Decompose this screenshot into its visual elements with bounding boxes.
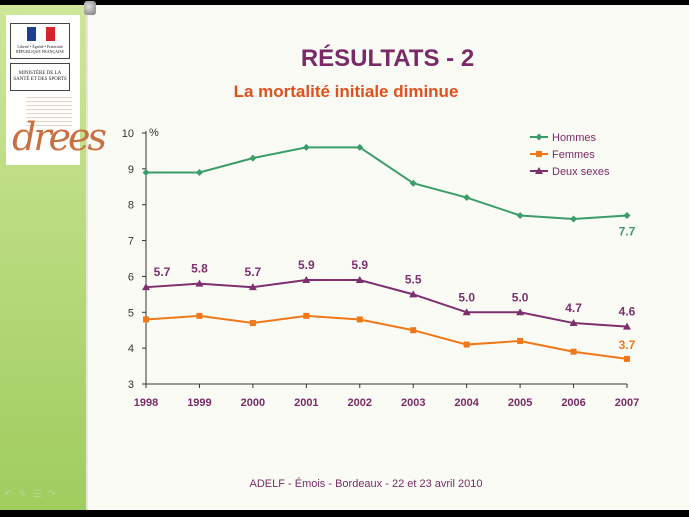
data-point — [356, 316, 363, 323]
data-label: 5.8 — [191, 262, 208, 276]
y-tick-label: 5 — [128, 307, 134, 319]
data-point — [142, 168, 150, 176]
y-axis-unit: % — [149, 127, 159, 139]
ministry-name: MINISTÈRE DE LA SANTÉ ET DES SPORTS — [10, 63, 70, 91]
data-point — [410, 327, 417, 334]
x-tick-label: 2000 — [241, 397, 265, 409]
data-label: 7.7 — [619, 224, 636, 238]
data-point — [303, 312, 310, 319]
data-point — [623, 322, 631, 330]
data-point — [142, 283, 150, 291]
drees-logo: drees — [12, 97, 107, 159]
data-label: 4.6 — [619, 305, 636, 319]
data-point — [569, 319, 578, 327]
y-tick-label: 9 — [128, 164, 134, 176]
forward-icon[interactable]: ↷ — [47, 489, 57, 500]
data-point — [249, 320, 256, 327]
series-line-hommes — [146, 146, 628, 221]
x-tick-label: 2004 — [454, 397, 479, 409]
legend-marker — [536, 151, 542, 157]
data-point — [355, 276, 364, 284]
data-point — [463, 194, 471, 202]
data-point — [516, 308, 525, 316]
back-icon[interactable]: ↶ — [4, 489, 13, 500]
data-point — [516, 211, 524, 219]
slide-footer: ADELF - Émois - Bordeaux - 22 et 23 avri… — [249, 478, 483, 490]
drees-logo-text: drees — [12, 115, 107, 159]
x-tick-label: 2005 — [508, 397, 532, 409]
y-tick-label: 6 — [128, 271, 134, 283]
series-line-deux-sexes — [145, 279, 628, 328]
data-point — [195, 168, 203, 176]
x-tick-label: 2006 — [561, 397, 585, 409]
legend-marker — [535, 133, 543, 141]
data-point — [624, 355, 630, 362]
pen-icon[interactable]: ✎ — [18, 489, 27, 500]
slide-subtitle: La mortalité initiale diminue — [233, 82, 459, 101]
data-label: 5.0 — [512, 290, 529, 304]
data-point — [570, 215, 578, 223]
y-tick-label: 3 — [128, 379, 134, 391]
data-point — [302, 143, 310, 151]
data-point — [409, 179, 417, 187]
pointer-icon — [84, 1, 96, 15]
data-point — [356, 143, 364, 151]
republic-text: Liberté • Égalité • Fraternité RÉPUBLIQU… — [15, 44, 65, 54]
data-label: 5.9 — [351, 258, 368, 272]
republique-francaise-logo: Liberté • Égalité • Fraternité RÉPUBLIQU… — [10, 23, 70, 59]
data-label: 5.0 — [458, 290, 475, 304]
data-point — [409, 290, 418, 298]
legend-label: Deux sexes — [552, 166, 610, 178]
data-point — [249, 154, 257, 162]
data-label: 5.7 — [245, 265, 262, 279]
data-point — [302, 276, 311, 284]
x-tick-label: 2002 — [348, 397, 372, 409]
x-tick-label: 2003 — [401, 397, 425, 409]
x-tick-label: 2007 — [615, 397, 639, 409]
x-tick-label: 1998 — [134, 397, 158, 409]
drees-stripes — [26, 97, 72, 127]
data-point — [143, 316, 149, 323]
legend-label: Femmes — [552, 149, 595, 161]
slide-title: RÉSULTATS - 2 — [300, 45, 475, 72]
data-label: 5.9 — [298, 258, 315, 272]
series-line-femmes — [145, 314, 628, 360]
french-flag-icon — [27, 27, 55, 41]
y-tick-label: 7 — [128, 236, 134, 248]
data-label: 3.7 — [619, 338, 636, 352]
data-point — [195, 279, 204, 287]
data-label: 5.7 — [154, 265, 171, 279]
data-label: 4.7 — [565, 301, 582, 315]
data-point — [462, 308, 471, 316]
slide-nav-icons: ↶ ✎ ☰ ↷ — [4, 489, 56, 500]
x-tick-label: 2001 — [294, 397, 318, 409]
y-tick-label: 8 — [128, 200, 134, 212]
x-tick-label: 1999 — [187, 397, 211, 409]
data-point — [623, 211, 631, 219]
data-point — [570, 348, 577, 355]
data-point — [463, 341, 470, 348]
data-point — [248, 283, 257, 291]
slide-sidebar: Liberté • Égalité • Fraternité RÉPUBLIQU… — [0, 5, 107, 510]
legend-marker — [535, 167, 543, 174]
data-point — [196, 312, 203, 319]
legend-label: Hommes — [552, 132, 597, 144]
data-label: 5.5 — [405, 272, 422, 286]
data-point — [517, 337, 524, 344]
menu-icon[interactable]: ☰ — [32, 489, 42, 500]
y-tick-label: 10 — [122, 128, 134, 140]
y-tick-label: 4 — [128, 343, 134, 355]
